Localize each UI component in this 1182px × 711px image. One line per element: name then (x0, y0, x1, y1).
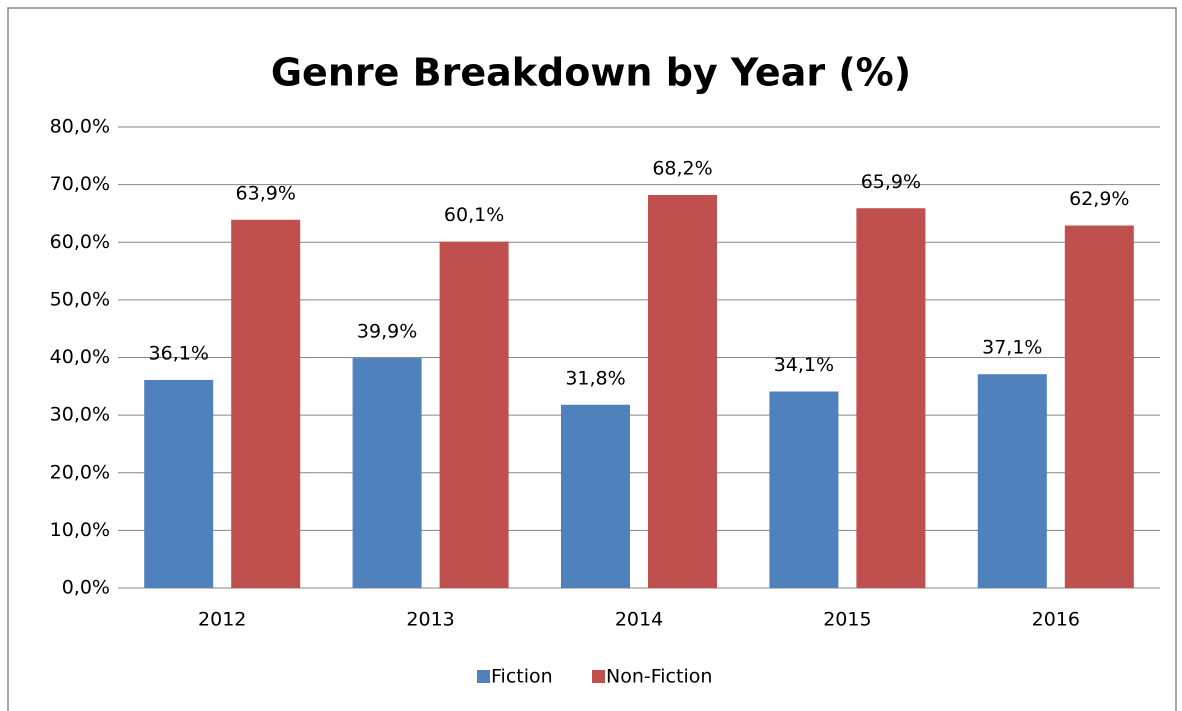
legend-label: Fiction (491, 666, 553, 688)
value-label: 37,1% (982, 337, 1042, 359)
x-tick-label: 2012 (198, 609, 246, 631)
value-label: 63,9% (236, 182, 296, 204)
bar (352, 358, 422, 588)
x-tick-label: 2013 (406, 609, 454, 631)
chart-border (7, 7, 1177, 711)
y-tick-label: 70,0% (50, 173, 110, 195)
y-tick-label: 80,0% (50, 116, 110, 138)
value-label: 34,1% (774, 354, 834, 376)
legend-label: Non-Fiction (606, 666, 712, 688)
bar (977, 374, 1047, 588)
bar (561, 404, 630, 588)
legend-swatch (477, 670, 490, 683)
y-tick-label: 10,0% (50, 519, 110, 541)
y-tick-label: 20,0% (50, 461, 110, 483)
bar (769, 391, 839, 588)
y-tick-label: 30,0% (50, 404, 110, 426)
y-tick-label: 50,0% (50, 288, 110, 310)
value-label: 62,9% (1069, 188, 1129, 210)
x-tick-label: 2016 (1032, 609, 1080, 631)
x-tick-label: 2015 (823, 609, 871, 631)
bar (856, 208, 926, 588)
x-tick-label: 2014 (615, 609, 663, 631)
legend-swatch (592, 670, 605, 683)
bar (648, 194, 717, 588)
value-label: 65,9% (861, 171, 921, 193)
value-label: 31,8% (565, 367, 625, 389)
value-label: 39,9% (357, 321, 417, 343)
bar (1064, 225, 1134, 588)
y-tick-label: 60,0% (50, 231, 110, 253)
y-tick-label: 0,0% (62, 577, 110, 599)
value-label: 68,2% (652, 157, 712, 179)
bar (439, 241, 509, 588)
chart-title: Genre Breakdown by Year (%) (271, 51, 911, 95)
value-label: 36,1% (149, 342, 209, 364)
bar (144, 379, 214, 588)
bar (231, 219, 301, 588)
value-label: 60,1% (444, 204, 504, 226)
y-tick-label: 40,0% (50, 346, 110, 368)
